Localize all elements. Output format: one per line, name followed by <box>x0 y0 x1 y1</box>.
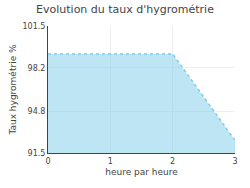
svg-text:91.5: 91.5 <box>28 149 46 158</box>
svg-text:2: 2 <box>170 157 175 166</box>
svg-text:94.8: 94.8 <box>28 107 46 116</box>
svg-text:1: 1 <box>108 157 113 166</box>
svg-text:Taux hygrométrie %: Taux hygrométrie % <box>8 44 18 136</box>
svg-text:101.5: 101.5 <box>22 22 45 31</box>
svg-text:Evolution du taux d'hygrométri: Evolution du taux d'hygrométrie <box>36 3 214 16</box>
svg-text:3: 3 <box>232 157 237 166</box>
svg-text:98.2: 98.2 <box>28 64 46 73</box>
svg-text:heure par heure: heure par heure <box>105 167 178 177</box>
svg-text:0: 0 <box>45 157 50 166</box>
